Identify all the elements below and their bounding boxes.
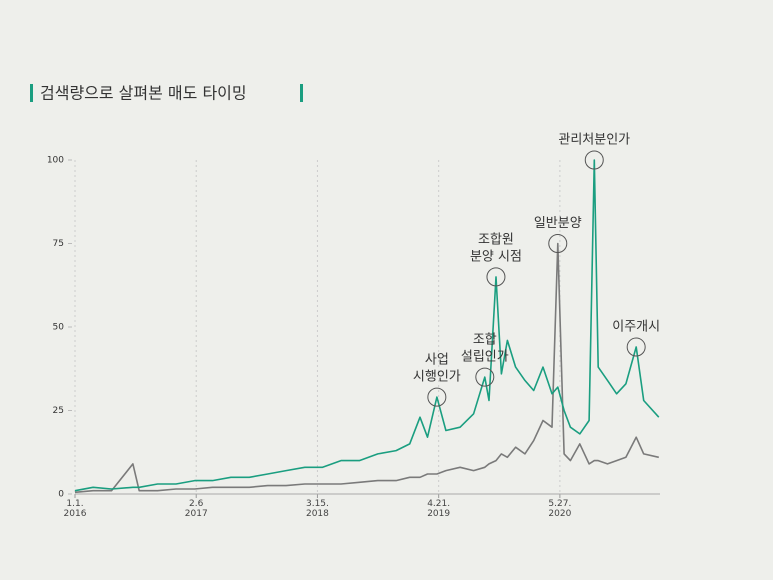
series-line — [74, 242, 659, 494]
x-tick-label: 1.1. 2016 — [63, 499, 87, 519]
title-bar — [300, 84, 303, 102]
y-tick-label: 0 — [58, 490, 64, 500]
annotation-label: 관리처분인가 — [558, 133, 630, 148]
series-line — [74, 159, 660, 492]
x-tick-label: 4.21. 2019 — [427, 499, 451, 519]
annotation-circle — [584, 150, 604, 170]
annotation-label: 사업 — [425, 353, 449, 368]
y-tick-label: 100 — [47, 156, 64, 166]
annotation-circle — [475, 367, 495, 387]
annotation-circle — [548, 234, 568, 253]
y-tick-label: 75 — [53, 239, 64, 249]
y-tick-label: 25 — [53, 406, 64, 416]
title-bar — [30, 84, 33, 102]
chart-title: 검색량으로 살펴본 매도 타이밍 — [40, 84, 247, 103]
x-tick-label: 2.6 2017 — [184, 499, 208, 519]
annotation-label: 이주개시 — [612, 320, 660, 335]
annotation-label: 조합 — [473, 333, 497, 348]
annotation-label: 설립인가 — [461, 350, 509, 365]
annotation-label: 시행인가 — [413, 369, 461, 385]
annotation-circle — [486, 267, 506, 287]
x-tick-label: 5.27. 2020 — [548, 499, 572, 519]
annotation-label: 조합원 — [478, 232, 514, 247]
annotation-circle — [427, 387, 447, 407]
annotation-circle — [626, 337, 646, 357]
x-tick-label: 3.15. 2018 — [305, 499, 329, 519]
annotation-label: 분양 시점 — [470, 249, 522, 264]
annotation-label: 일반분양 — [534, 216, 582, 231]
y-tick-label: 50 — [53, 323, 65, 333]
